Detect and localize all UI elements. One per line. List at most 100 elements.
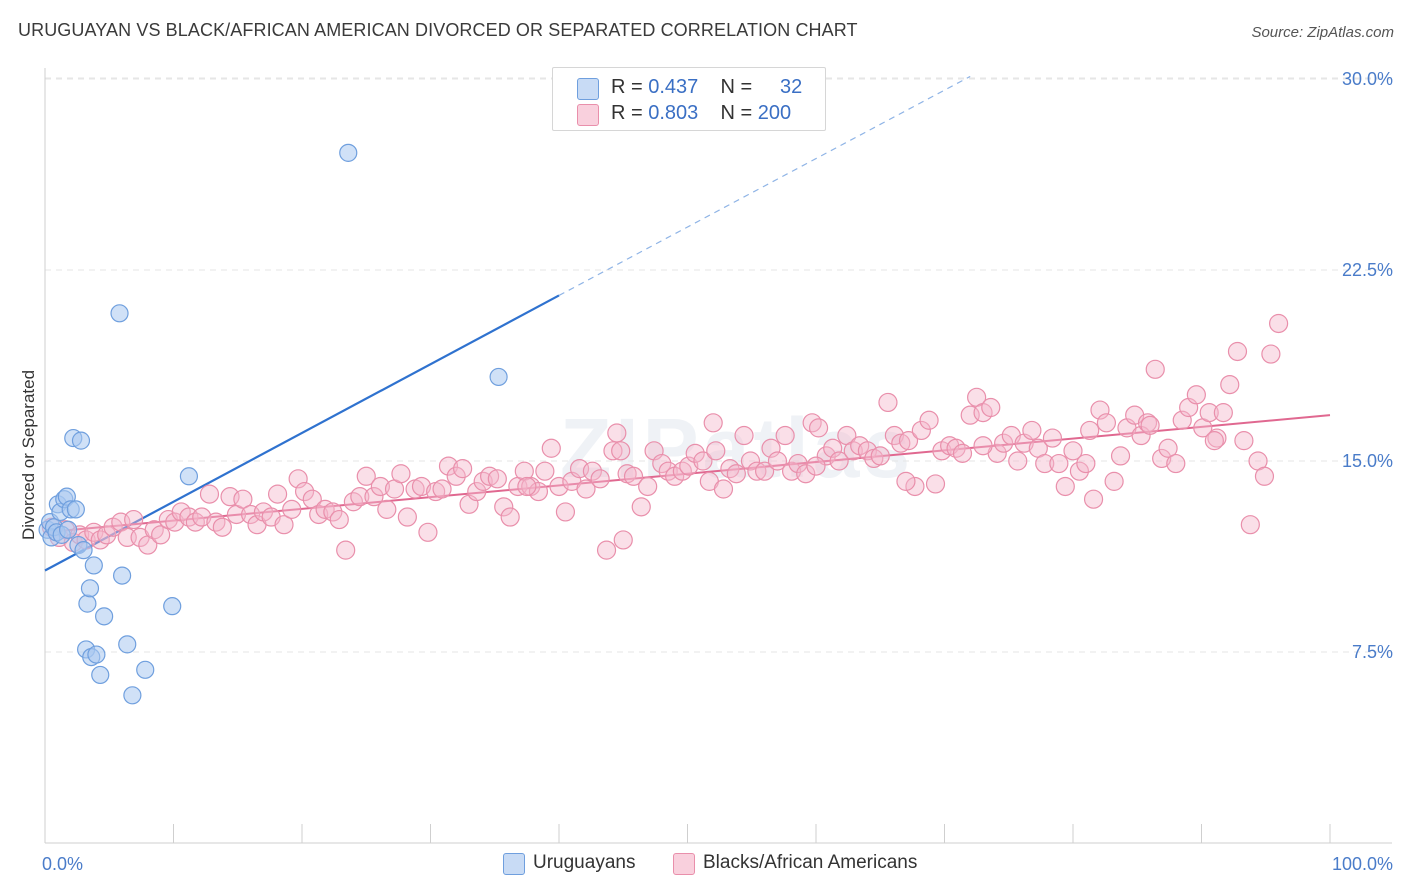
black-african-american-point bbox=[323, 502, 343, 522]
black-african-american-point bbox=[652, 453, 672, 474]
axes bbox=[44, 68, 1392, 844]
legend-n-value: 200 bbox=[757, 102, 792, 124]
uruguayan-point bbox=[74, 541, 93, 560]
black-african-american-point bbox=[151, 525, 171, 545]
stats-legend: R = 0.437 N = 32 R = 0.803 N = 200 bbox=[552, 67, 826, 131]
black-african-american-point bbox=[1140, 415, 1160, 435]
y-tick-label: 15.0% bbox=[1342, 451, 1393, 471]
uruguayan-points bbox=[38, 143, 508, 705]
uruguayan-point bbox=[123, 686, 142, 705]
black-african-american-point bbox=[309, 504, 329, 525]
black-african-american-point bbox=[603, 441, 623, 461]
black-african-american-point bbox=[391, 464, 411, 484]
black-african-american-point bbox=[350, 487, 370, 507]
legend-r-label: R = bbox=[611, 102, 649, 124]
black-african-american-point bbox=[356, 466, 376, 486]
black-african-american-point bbox=[1137, 413, 1158, 433]
black-african-american-point bbox=[541, 438, 561, 458]
black-african-american-point bbox=[613, 530, 633, 550]
black-african-american-point bbox=[1213, 403, 1233, 423]
black-african-american-point bbox=[555, 502, 576, 522]
black-african-american-point bbox=[364, 487, 384, 507]
black-african-american-point bbox=[796, 464, 816, 484]
black-african-american-point bbox=[267, 484, 288, 504]
black-african-american-point bbox=[1096, 413, 1117, 433]
black-african-american-point bbox=[480, 466, 500, 486]
black-african-american-point bbox=[411, 476, 432, 497]
black-african-american-point bbox=[517, 476, 537, 497]
uruguayan-point bbox=[78, 594, 97, 613]
black-african-american-point bbox=[1261, 344, 1281, 364]
black-african-american-point bbox=[535, 461, 555, 481]
black-african-american-point bbox=[397, 507, 417, 527]
black-african-american-point bbox=[1049, 453, 1069, 474]
legend-swatch-uruguayans bbox=[577, 78, 599, 100]
black-african-american-point bbox=[1158, 438, 1178, 458]
black-african-american-point bbox=[1207, 428, 1227, 448]
black-african-american-point bbox=[1234, 431, 1254, 451]
black-african-american-point bbox=[740, 451, 761, 471]
black-african-american-point bbox=[582, 461, 603, 481]
legend-text-uruguayans: R = 0.437 N = 32 bbox=[611, 76, 802, 99]
black-african-american-point bbox=[500, 507, 520, 527]
black-african-american-point bbox=[1220, 375, 1240, 395]
black-african-american-point bbox=[911, 420, 931, 441]
gridlines bbox=[45, 77, 1392, 653]
black-african-american-point bbox=[973, 436, 993, 456]
black-african-american-point bbox=[726, 464, 746, 484]
black-african-american-point bbox=[734, 425, 754, 446]
black-african-american-point bbox=[905, 476, 925, 497]
black-african-american-point bbox=[315, 499, 335, 519]
black-african-american-point bbox=[720, 459, 740, 479]
black-african-american-point bbox=[685, 443, 705, 463]
chart-title: URUGUAYAN VS BLACK/AFRICAN AMERICAN DIVO… bbox=[18, 20, 858, 40]
black-african-american-point bbox=[781, 461, 802, 481]
black-african-american-point bbox=[446, 466, 466, 486]
black-african-american-point bbox=[1055, 476, 1075, 497]
black-african-american-point bbox=[590, 469, 610, 489]
tick-labels: 7.5% 15.0% 22.5% 30.0% 0.0% 100.0% bbox=[42, 69, 1393, 874]
uruguayan-point bbox=[112, 566, 132, 585]
bottom-legend-label-uruguayans: Uruguayans bbox=[533, 852, 636, 873]
black-african-american-point bbox=[453, 459, 473, 479]
black-african-american-point bbox=[1186, 385, 1206, 405]
black-african-american-point bbox=[611, 441, 631, 461]
black-african-american-point bbox=[1022, 420, 1042, 441]
uruguayan-point bbox=[339, 143, 358, 162]
black-african-american-point bbox=[1254, 466, 1275, 486]
black-african-american-point bbox=[1063, 441, 1083, 461]
bottom-legend-swatch-uruguayans bbox=[503, 853, 525, 875]
black-african-american-point bbox=[432, 479, 452, 499]
uruguayan-point bbox=[136, 660, 155, 679]
black-african-american-point bbox=[144, 520, 164, 540]
black-african-american-point bbox=[952, 443, 973, 463]
black-african-american-point bbox=[336, 540, 356, 560]
black-african-american-point bbox=[467, 481, 487, 502]
black-african-american-point bbox=[377, 499, 397, 519]
legend-n-value: 32 bbox=[780, 76, 803, 98]
uruguayan-point bbox=[87, 645, 106, 664]
black-african-american-point bbox=[165, 512, 185, 532]
black-african-american-point bbox=[816, 446, 836, 466]
uruguayan-trend-extension bbox=[558, 75, 971, 296]
black-african-american-point bbox=[1069, 461, 1090, 481]
black-african-american-point bbox=[487, 469, 507, 489]
black-african-american-point bbox=[206, 512, 226, 532]
black-african-american-point bbox=[747, 461, 767, 481]
black-african-american-point bbox=[233, 489, 253, 509]
black-african-american-point bbox=[370, 476, 390, 497]
black-african-american-point bbox=[808, 418, 829, 438]
black-african-american-point bbox=[607, 423, 627, 443]
source-label[interactable]: Source: ZipAtlas.com bbox=[1251, 24, 1394, 41]
legend-n-label: N = bbox=[720, 102, 758, 124]
uruguayan-point bbox=[110, 304, 129, 323]
black-african-american-point bbox=[528, 481, 549, 502]
black-african-american-point bbox=[199, 484, 220, 504]
black-african-american-point bbox=[343, 492, 363, 512]
black-african-american-point bbox=[1104, 471, 1124, 491]
legend-r-value: 0.803 bbox=[648, 102, 699, 124]
black-african-american-point bbox=[1227, 341, 1248, 362]
black-african-american-point bbox=[884, 425, 904, 446]
bottom-legend-swatch-black-african-americans bbox=[673, 853, 695, 875]
black-african-american-point bbox=[1240, 515, 1260, 535]
